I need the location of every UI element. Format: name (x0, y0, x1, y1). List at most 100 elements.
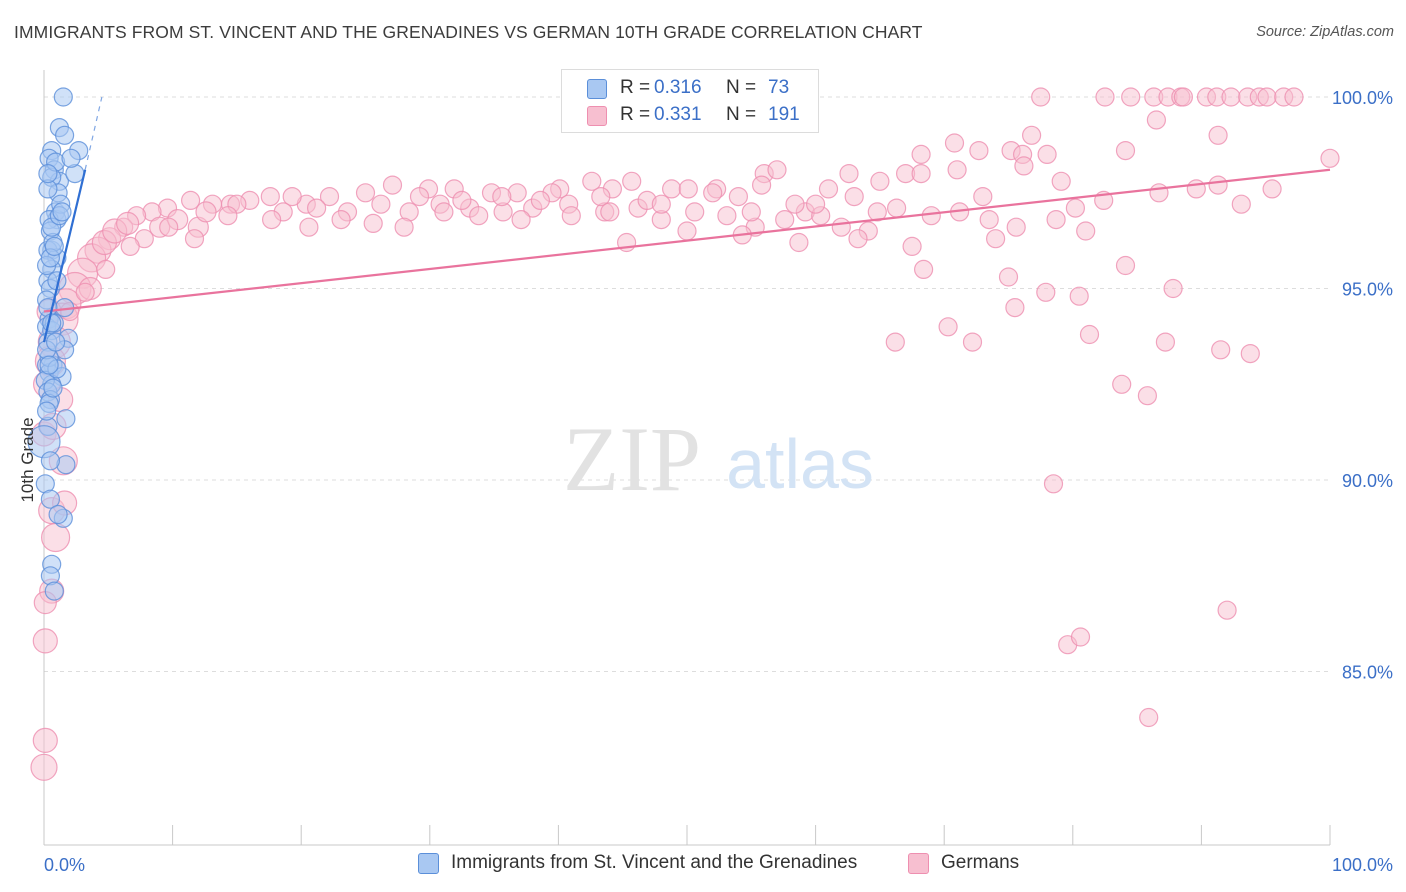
germans-point (902, 236, 922, 256)
source-credit: Source: ZipAtlas.com (1256, 24, 1394, 40)
germans-point (159, 217, 179, 237)
chart-title: IMMIGRANTS FROM ST. VINCENT AND THE GREN… (14, 22, 923, 42)
germans-point (1037, 144, 1057, 164)
germans-point (885, 332, 905, 352)
germans-point (262, 210, 282, 230)
legend-swatch-immigrants (587, 79, 607, 99)
legend-n-label: N = (726, 104, 757, 125)
germans-point (1211, 340, 1231, 360)
germans-point (32, 628, 58, 654)
germans-point (677, 221, 697, 241)
immigrants-point (43, 378, 63, 398)
germans-point (1005, 298, 1025, 318)
germans-point (195, 201, 217, 223)
germans-point (985, 229, 1006, 249)
germans-point (1240, 344, 1260, 364)
germans-point (661, 179, 682, 199)
germans-point (382, 175, 403, 195)
germans-point (355, 183, 376, 203)
legend-row-immigrants: R = 0.316 N = 73 (562, 75, 818, 101)
germans-point (469, 206, 489, 226)
immigrants-point (44, 581, 64, 601)
germans-point (1043, 474, 1064, 494)
germans-point (1076, 221, 1096, 241)
germans-point (1163, 278, 1183, 299)
immigrants-point (61, 148, 81, 168)
bottom-legend-swatch-immigrants (418, 853, 439, 874)
germans-point (1006, 217, 1026, 237)
germans-point (938, 317, 958, 337)
germans-point (944, 133, 965, 153)
germans-point (1021, 125, 1042, 145)
immigrants-point (54, 125, 75, 145)
germans-point (582, 171, 602, 191)
watermark-zip: ZIP (563, 408, 701, 510)
y-tick-label: 100.0% (1332, 88, 1393, 108)
germans-point (40, 522, 71, 553)
immigrants-point (44, 236, 64, 256)
germans-point (979, 210, 999, 230)
germans-point (848, 229, 868, 249)
germans-point (1051, 171, 1071, 191)
germans-point (600, 202, 620, 222)
germans-point (452, 190, 472, 210)
legend-n-value: 73 (768, 77, 790, 98)
germans-point (1155, 332, 1176, 352)
germans-point (867, 202, 887, 222)
immigrants-trend-extension (84, 96, 103, 170)
germans-point (913, 259, 934, 279)
germans-point (1146, 110, 1167, 130)
germans-point (1069, 286, 1089, 306)
germans-points (30, 87, 1340, 781)
bottom-legend-label-germans: Germans (941, 852, 1020, 873)
germans-point (1115, 255, 1136, 276)
germans-point (1231, 194, 1251, 214)
germans-point (409, 187, 430, 207)
germans-point (1137, 386, 1158, 406)
germans-point (434, 202, 454, 222)
germans-point (818, 179, 839, 199)
germans-point (969, 141, 989, 161)
germans-point (511, 210, 531, 230)
germans-point (886, 198, 907, 218)
immigrants-point (56, 409, 76, 429)
germans-point (1121, 87, 1141, 107)
germans-point (678, 179, 698, 199)
immigrants-point (36, 401, 57, 421)
germans-point (789, 232, 809, 253)
germans-point (181, 190, 201, 210)
germans-point (394, 217, 414, 237)
germans-point (1115, 141, 1136, 161)
y-axis-label: 10th Grade (18, 417, 37, 502)
germans-point (685, 202, 705, 222)
germans-point (911, 144, 931, 164)
germans-point (1173, 87, 1194, 107)
germans-point (492, 187, 512, 207)
germans-point (947, 160, 967, 180)
germans-point (299, 217, 319, 237)
germans-point (1139, 707, 1159, 728)
germans-point (844, 187, 864, 207)
germans-point (870, 171, 890, 191)
legend-n-label: N = (726, 77, 757, 98)
germans-point (1095, 87, 1115, 107)
immigrants-point (39, 355, 59, 375)
germans-point (1031, 87, 1051, 107)
germans-point (831, 217, 851, 237)
x-tick-label: 0.0% (44, 855, 85, 875)
germans-point (282, 187, 302, 207)
germans-point (741, 202, 761, 222)
germans-point (651, 194, 671, 214)
germans-point (1186, 179, 1206, 199)
germans-point (973, 187, 993, 207)
watermark-atlas: atlas (726, 425, 874, 503)
tick-labels: 100.0% 95.0% 90.0% 85.0% 0.0% 100.0% (44, 88, 1393, 875)
stats-legend: R = 0.316 N = 73 R = 0.331 N = 191 (561, 69, 819, 133)
germans-point (30, 753, 58, 781)
germans-point (1070, 627, 1091, 647)
germans-point (1284, 87, 1304, 107)
germans-point (998, 267, 1019, 287)
y-tick-label: 90.0% (1342, 471, 1393, 491)
germans-point (115, 211, 140, 235)
